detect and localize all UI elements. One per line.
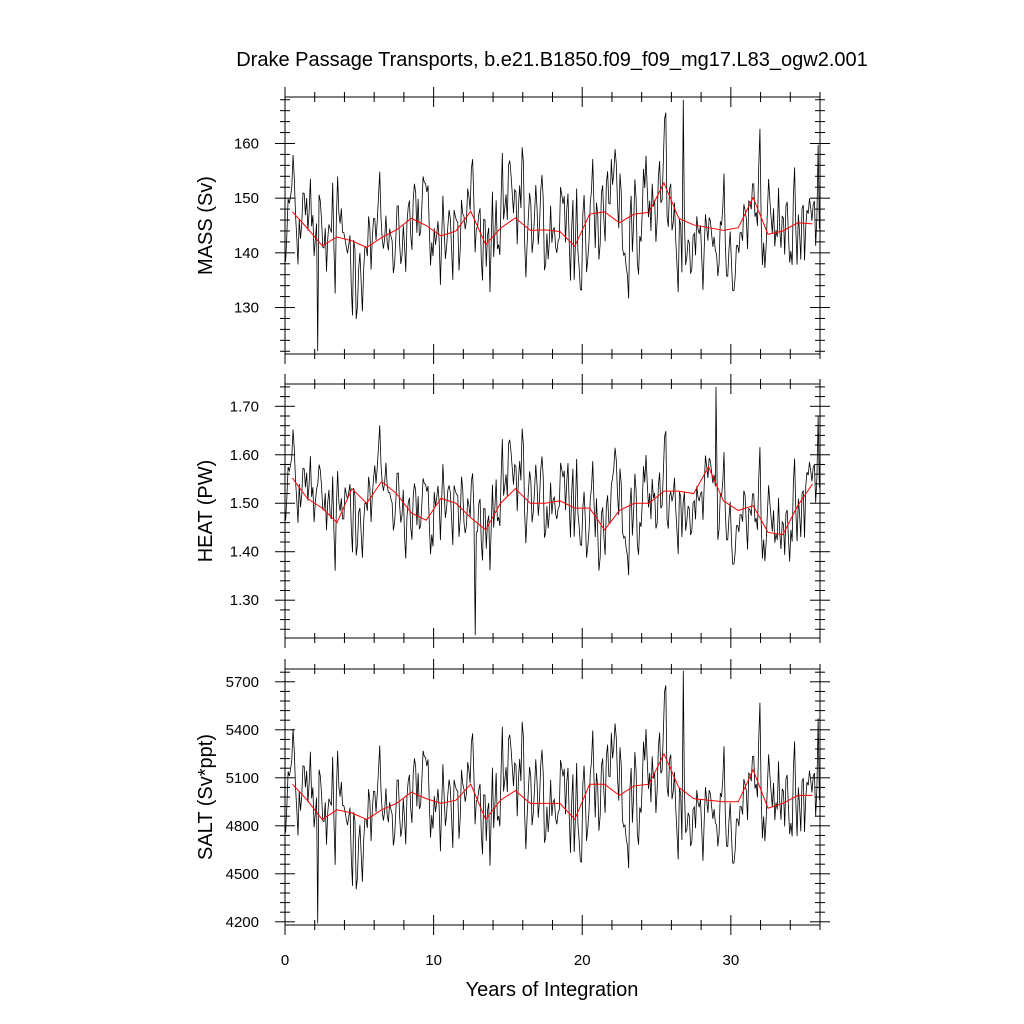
- series-line-monthly-heat: [285, 386, 820, 636]
- panel-heat: HEAT (PW) 1.30 1.40 1.50 1.60 1.70: [195, 374, 830, 648]
- y-tick-label-mass: 160: [234, 135, 259, 152]
- y-tick-label-salt: 4200: [226, 914, 259, 931]
- series-line-annual-mass: [292, 181, 813, 248]
- y-axis-label-mass: MASS (Sv): [195, 176, 217, 275]
- y-tick-label-mass: 150: [234, 190, 259, 207]
- y-tick-label-heat: 1.60: [230, 447, 259, 464]
- series-line-monthly-salt: [285, 670, 820, 924]
- x-tick-label: 10: [425, 952, 442, 969]
- panel-mass: MASS (Sv) 130 140 150 160: [195, 87, 830, 364]
- y-tick-label-mass: 140: [234, 245, 259, 262]
- series-line-annual-salt: [292, 752, 813, 821]
- y-axis-label-salt: SALT (Sv*ppt): [195, 734, 217, 860]
- x-tick-label: 0: [281, 952, 289, 969]
- plot-frame-salt: [284, 668, 821, 926]
- y-tick-label-heat: 1.30: [230, 592, 259, 609]
- x-tick-label: 30: [722, 952, 739, 969]
- x-tick-label: 20: [574, 952, 591, 969]
- y-tick-label-heat: 1.40: [230, 544, 259, 561]
- y-tick-label-heat: 1.70: [230, 398, 259, 415]
- x-axis-label: Years of Integration: [466, 979, 639, 1001]
- y-tick-label-mass: 130: [234, 300, 259, 317]
- y-tick-label-salt: 5700: [226, 674, 259, 691]
- y-tick-label-salt: 4800: [226, 818, 259, 835]
- y-axis-label-heat: HEAT (PW): [195, 460, 217, 563]
- y-tick-label-salt: 5100: [226, 770, 259, 787]
- panel-salt: SALT (Sv*ppt) 4200 4500 4800 5100 5400 5700 0 1…: [195, 659, 830, 969]
- y-tick-label-salt: 4500: [226, 866, 259, 883]
- y-tick-label-heat: 1.50: [230, 495, 259, 512]
- y-tick-label-salt: 5400: [226, 722, 259, 739]
- series-line-monthly-mass: [285, 99, 820, 352]
- series-line-annual-heat: [292, 465, 813, 536]
- chart-title: Drake Passage Transports, b.e21.B1850.f0…: [236, 49, 868, 71]
